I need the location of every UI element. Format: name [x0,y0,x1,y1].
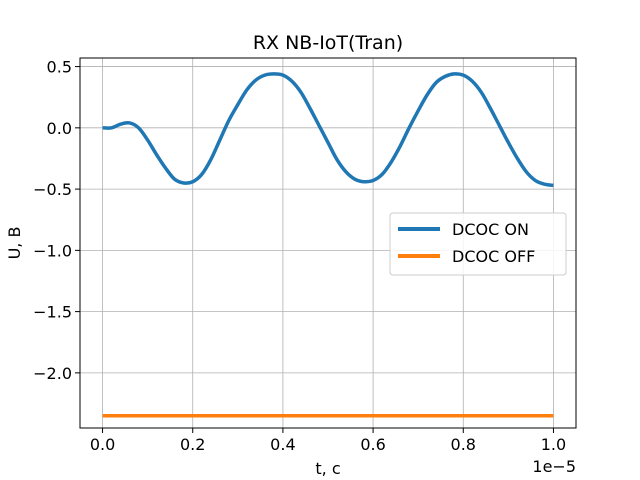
x-tick-label: 0.4 [270,435,295,454]
y-tick-label: 0.0 [47,119,72,138]
plot-lines [102,72,554,418]
y-tick-label: −1.0 [33,241,72,260]
y-axis-title: U, B [5,227,24,260]
x-tick-label: 1.0 [541,435,566,454]
legend-label-dcoc-on: DCOC ON [452,220,529,239]
x-axis: 0.0 0.2 0.4 0.6 0.8 1.0 [90,428,566,454]
x-tick-label: 0.0 [90,435,115,454]
y-tick-label: −2.0 [33,364,72,383]
y-tick-label: 0.5 [47,58,72,77]
chart-title: RX NB-IoT(Tran) [253,32,403,54]
legend: DCOC ON DCOC OFF [389,212,567,276]
x-tick-label: 0.2 [180,435,205,454]
x-offset-label: 1e−5 [532,457,576,476]
legend-label-dcoc-off: DCOC OFF [452,247,535,266]
series-line-dcoc-on [102,72,554,188]
y-tick-label: −0.5 [33,180,72,199]
plot-frame [79,57,577,429]
x-tick-label: 0.6 [360,435,385,454]
y-tick-label: −1.5 [33,303,72,322]
x-tick-label: 0.8 [451,435,476,454]
x-axis-title: t, c [315,459,340,478]
y-axis: 0.5 0.0 −0.5 −1.0 −1.5 −2.0 [33,58,80,383]
